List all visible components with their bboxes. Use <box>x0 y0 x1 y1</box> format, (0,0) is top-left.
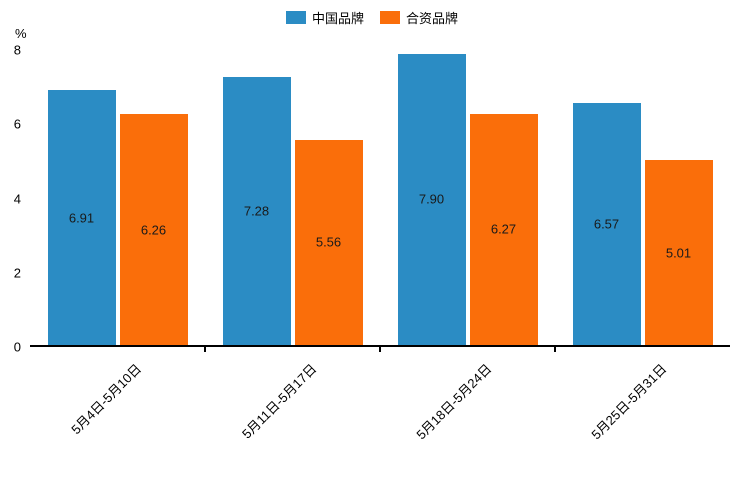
x-tick-label: 5月4日-5月10日 <box>68 361 145 438</box>
x-tick-label: 5月11日-5月17日 <box>238 361 320 442</box>
x-tick-label: 5月25日-5月31日 <box>588 361 670 443</box>
bar-series1-group0: 6.26 <box>119 114 188 345</box>
x-tick-mark <box>379 345 381 352</box>
chart-legend: 中国品牌 合资品牌 <box>0 8 744 27</box>
y-tick-label: 6 <box>13 116 21 132</box>
x-axis: 5月4日-5月10日 5月11日-5月17日 5月18日-5月24日 5月25日-5月… <box>30 349 730 496</box>
x-tick-mark <box>554 345 556 352</box>
legend-item-0[interactable]: 中国品牌 <box>285 8 364 27</box>
bar-series0-group2: 7.90 <box>397 53 466 345</box>
y-axis: 0 2 4 6 8 <box>0 44 24 354</box>
bar-value-label: 7.28 <box>243 203 270 219</box>
bar-value-label: 6.27 <box>490 221 517 237</box>
legend-swatch-icon <box>380 11 400 24</box>
legend-item-1[interactable]: 合资品牌 <box>380 8 458 27</box>
bar-series0-group3: 6.57 <box>572 102 641 345</box>
bar-series0-group1: 7.28 <box>222 76 291 345</box>
x-tick-mark <box>204 345 206 352</box>
y-tick-label: 2 <box>13 265 21 281</box>
bar-value-label: 5.56 <box>315 234 342 250</box>
bar-value-label: 5.01 <box>665 245 692 261</box>
bar-series1-group1: 5.56 <box>294 139 363 345</box>
bar-series0-group0: 6.91 <box>47 90 116 345</box>
legend-label: 合资品牌 <box>406 11 459 26</box>
y-tick-label: 0 <box>13 339 21 355</box>
bar-value-label: 6.57 <box>593 216 620 232</box>
bar-series1-group3: 5.01 <box>644 160 713 345</box>
y-axis-unit-label: % <box>15 26 27 41</box>
bar-value-label: 7.90 <box>418 191 445 207</box>
legend-swatch-icon <box>285 11 306 24</box>
y-tick-label: 8 <box>13 42 21 58</box>
bar-value-label: 6.26 <box>140 222 167 238</box>
bar-series1-group2: 6.27 <box>469 113 538 345</box>
bar-value-label: 6.91 <box>68 210 95 226</box>
y-tick-label: 4 <box>13 191 21 206</box>
plot-area: 6.91 6.26 7.28 5.56 7.90 6.27 6.57 5.01 <box>30 50 730 352</box>
x-tick-label: 5月18日-5月24日 <box>413 361 495 443</box>
legend-label: 中国品牌 <box>311 11 364 26</box>
